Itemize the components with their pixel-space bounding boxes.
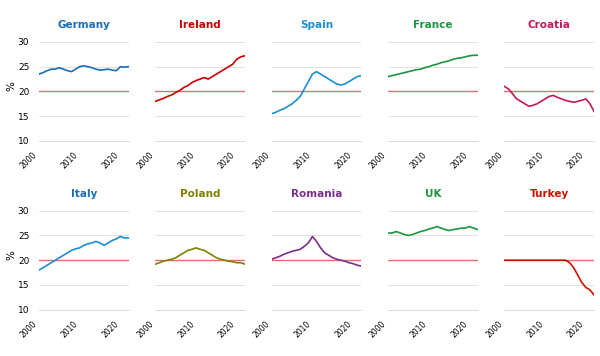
Title: UK: UK bbox=[425, 189, 441, 199]
Title: Croatia: Croatia bbox=[528, 20, 571, 30]
Title: Turkey: Turkey bbox=[530, 189, 569, 199]
Title: Ireland: Ireland bbox=[179, 20, 221, 30]
Title: France: France bbox=[413, 20, 452, 30]
Title: Germany: Germany bbox=[58, 20, 110, 30]
Y-axis label: %: % bbox=[7, 82, 16, 91]
Title: Italy: Italy bbox=[71, 189, 97, 199]
Title: Romania: Romania bbox=[291, 189, 342, 199]
Title: Poland: Poland bbox=[180, 189, 220, 199]
Y-axis label: %: % bbox=[7, 250, 16, 260]
Title: Spain: Spain bbox=[300, 20, 333, 30]
